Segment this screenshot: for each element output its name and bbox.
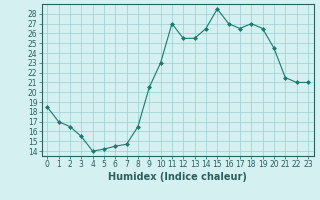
X-axis label: Humidex (Indice chaleur): Humidex (Indice chaleur) xyxy=(108,172,247,182)
